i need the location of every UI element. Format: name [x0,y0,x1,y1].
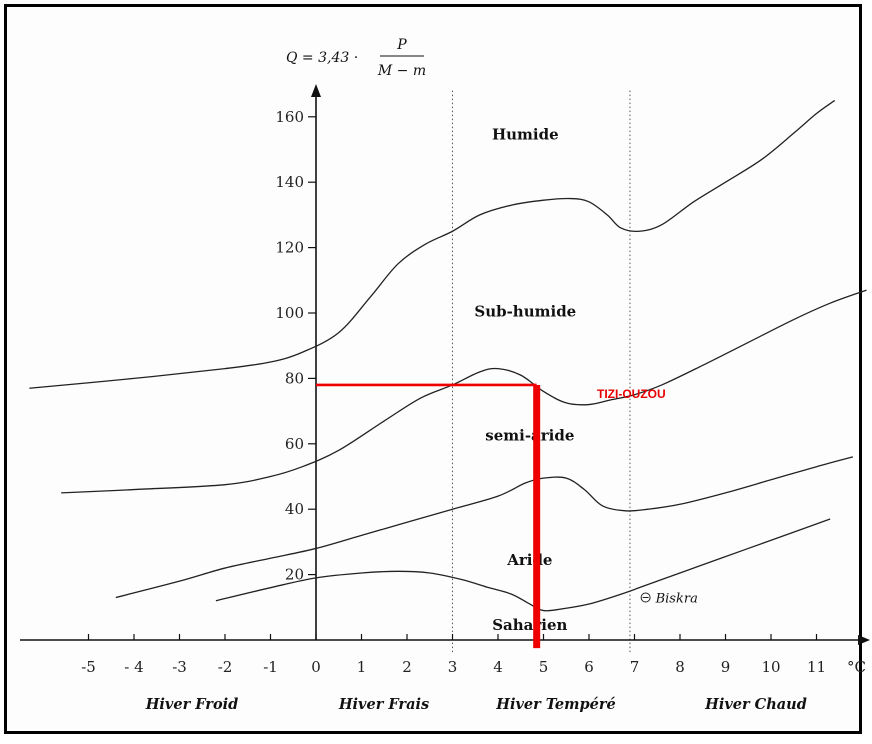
x-tick-label: 1 [357,658,367,676]
winter-class-label: Hiver Froid [145,696,239,713]
boundary-curve-3 [215,518,831,612]
formula-denominator: M − m [377,63,426,79]
station-label: TIZI-OUZOU [597,387,666,401]
x-tick-label: 11 [807,658,826,676]
y-tick-label: 20 [285,566,304,584]
formula-numerator: P [396,37,407,53]
x-tick-label: - 4 [124,658,143,676]
x-tick-label: 2 [402,658,412,676]
boundary-curve-0 [29,99,836,389]
x-tick-label: 0 [311,658,321,676]
formula-lhs: Q = 3,43 · [286,50,358,66]
y-tick-label: 40 [285,500,304,518]
y-tick-label: 160 [275,108,304,126]
biskra-label: Biskra [655,591,698,606]
y-axis-arrow [311,84,321,97]
zone-label-saharien: Saharien [492,616,567,634]
x-axis-arrow [858,635,870,645]
y-tick-label: 60 [285,435,304,453]
x-tick-label: -2 [218,658,233,676]
x-tick-label: 3 [448,658,458,676]
x-tick-label: 5 [539,658,549,676]
x-tick-label: -5 [81,658,96,676]
x-tick-label: -1 [263,658,278,676]
y-tick-label: 80 [285,369,304,387]
boundary-curve-2 [115,456,854,599]
winter-class-label: Hiver Chaud [704,696,807,713]
x-tick-label: -3 [172,658,187,676]
y-tick-label: 120 [275,239,304,257]
x-tick-label: 6 [584,658,594,676]
x-tick-label: 10 [761,658,780,676]
winter-class-label: Hiver Tempéré [495,696,615,713]
x-tick-label: 8 [675,658,685,676]
zone-label-semi-aride: semi-aride [485,427,574,445]
zone-label-sub-humide: Sub-humide [474,302,576,320]
winter-class-label: Hiver Frais [338,696,429,713]
boundary-curve-1 [61,289,867,494]
biskra-marker [640,592,651,603]
x-tick-label: 9 [721,658,731,676]
y-tick-label: 100 [275,304,304,322]
y-tick-label: 140 [275,173,304,191]
x-axis-unit: °C [847,658,866,676]
x-tick-label: 4 [493,658,503,676]
zone-label-aride: Aride [506,551,552,569]
zone-label-humide: Humide [492,126,559,144]
x-tick-label: 7 [630,658,640,676]
chart-frame [4,4,862,734]
